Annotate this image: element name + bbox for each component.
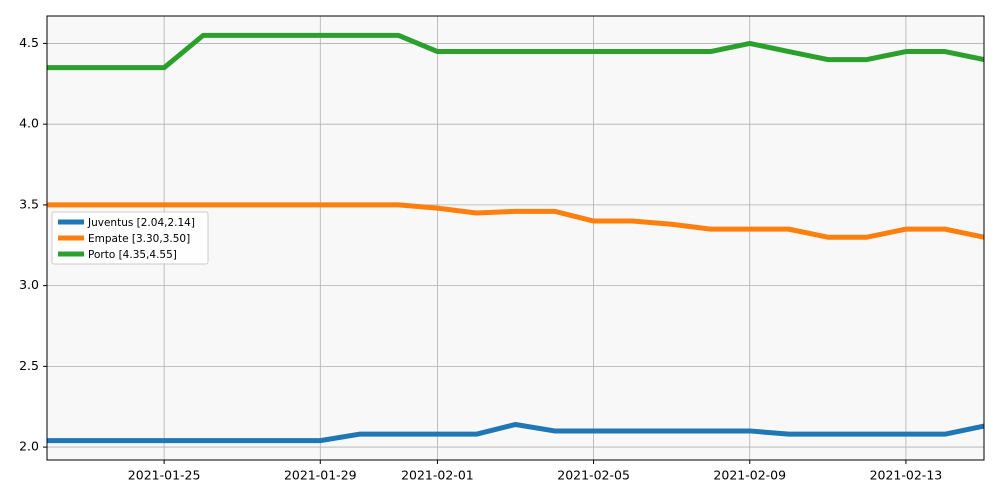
y-tick-label: 3.0 [19, 277, 39, 292]
legend-label: Porto [4.35,4.55] [88, 249, 177, 261]
y-tick-label: 4.5 [19, 35, 39, 50]
series-line [47, 421, 984, 444]
plot-frame [46, 15, 985, 461]
y-tick-label: 4.0 [19, 116, 39, 131]
y-tick-label: 3.5 [19, 196, 39, 211]
x-tick-label: 2021-02-13 [870, 468, 943, 483]
y-tick-label: 2.5 [19, 358, 39, 373]
legend-label: Empate [3.30,3.50] [88, 233, 190, 245]
y-tick-label: 2.0 [19, 439, 39, 454]
x-tick-label: 2021-02-05 [557, 468, 630, 483]
x-tick-label: 2021-01-25 [128, 468, 201, 483]
legend-label: Juventus [2.04,2.14] [87, 217, 195, 229]
x-tick-label: 2021-01-29 [284, 468, 357, 483]
series-line [47, 202, 984, 240]
x-tick-label: 2021-02-09 [713, 468, 786, 483]
series-line [47, 32, 984, 71]
legend-box [51, 211, 209, 265]
x-tick-label: 2021-02-01 [401, 468, 474, 483]
